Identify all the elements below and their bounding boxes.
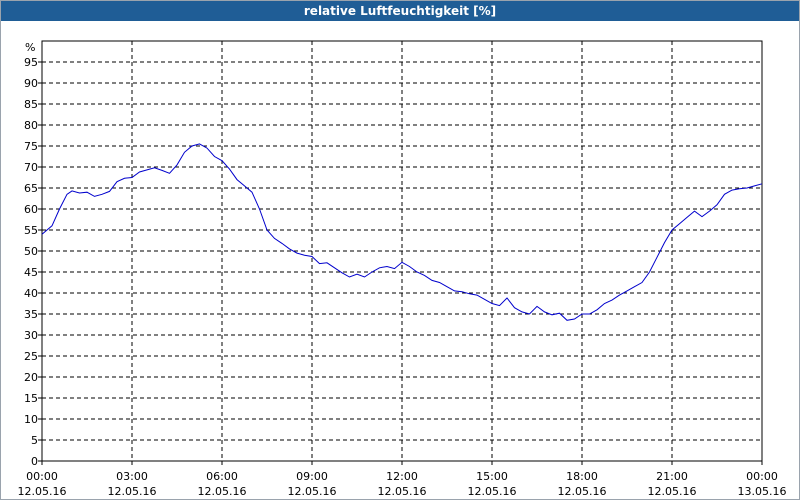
y-tick-label: 80 bbox=[24, 119, 38, 132]
x-tick-label-date: 12.05.16 bbox=[288, 485, 337, 498]
window-title: relative Luftfeuchtigkeit [%] bbox=[1, 1, 799, 21]
x-tick-label-time: 12:00 bbox=[386, 470, 418, 483]
x-tick-label-time: 06:00 bbox=[206, 470, 238, 483]
y-tick-label: 0 bbox=[31, 455, 38, 468]
plot-frame bbox=[41, 40, 763, 462]
y-tick-label: 95 bbox=[24, 56, 38, 69]
y-tick-label: 5 bbox=[31, 434, 38, 447]
x-tick-label-date: 13.05.16 bbox=[738, 485, 787, 498]
x-tick-label-date: 12.05.16 bbox=[648, 485, 697, 498]
y-tick-labels: 0 5 10 15 20 25 30 35 40 45 50 55 60 65 70 75 80 85 90 95 bbox=[24, 56, 38, 468]
y-tick-label: 40 bbox=[24, 287, 38, 300]
y-tick-label: 15 bbox=[24, 392, 38, 405]
series bbox=[41, 143, 763, 321]
y-tick-label: 20 bbox=[24, 371, 38, 384]
grid bbox=[42, 41, 762, 461]
y-tick-label: 30 bbox=[24, 329, 38, 342]
y-tick-label: 45 bbox=[24, 266, 38, 279]
y-tick-label: 35 bbox=[24, 308, 38, 321]
x-tick-label-date: 12.05.16 bbox=[468, 485, 517, 498]
x-tick-label-time: 15:00 bbox=[476, 470, 508, 483]
y-tick-label: 85 bbox=[24, 98, 38, 111]
humidity-line bbox=[41, 143, 763, 321]
x-tick-label-date: 12.05.16 bbox=[198, 485, 247, 498]
y-tick-label: 90 bbox=[24, 77, 38, 90]
x-tick-label-time: 18:00 bbox=[566, 470, 598, 483]
y-tick-label: 50 bbox=[24, 245, 38, 258]
x-tick-label-time: 21:00 bbox=[656, 470, 688, 483]
y-tick-label: 60 bbox=[24, 203, 38, 216]
x-tick-label-date: 12.05.16 bbox=[18, 485, 67, 498]
y-tick-label: 75 bbox=[24, 140, 38, 153]
y-tick-label: 10 bbox=[24, 413, 38, 426]
x-tick-label-date: 12.05.16 bbox=[558, 485, 607, 498]
x-tick-label-time: 09:00 bbox=[296, 470, 328, 483]
x-tick-label-time: 00:00 bbox=[26, 470, 58, 483]
y-tick-label: 65 bbox=[24, 182, 38, 195]
x-tick-label-time: 00:00 bbox=[746, 470, 778, 483]
y-tick-label: 25 bbox=[24, 350, 38, 363]
y-tick-label: 70 bbox=[24, 161, 38, 174]
axes bbox=[38, 40, 763, 465]
x-tick-label-date: 12.05.16 bbox=[108, 485, 157, 498]
x-tick-label-date: 12.05.16 bbox=[378, 485, 427, 498]
y-tick-label: 55 bbox=[24, 224, 38, 237]
x-tick-label-time: 03:00 bbox=[116, 470, 148, 483]
y-axis-label: % bbox=[25, 41, 35, 54]
x-tick-labels: 00:00 12.05.16 03:00 12.05.16 06:00 12.05.16 0… bbox=[18, 470, 787, 498]
